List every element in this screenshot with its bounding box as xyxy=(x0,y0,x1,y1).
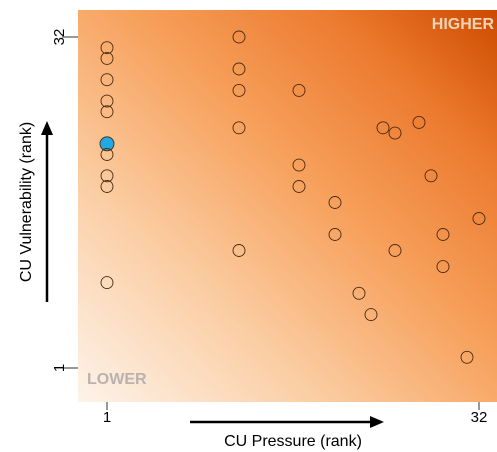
data-points xyxy=(99,30,486,364)
data-point-17 xyxy=(292,180,306,193)
data-point-7 xyxy=(100,169,114,183)
x-tick-label-left: 1 xyxy=(103,409,111,426)
y-tick-label-top: 32 xyxy=(51,29,68,46)
x-tick-label-right: 32 xyxy=(471,409,488,426)
data-point-26 xyxy=(424,169,438,183)
data-point-25 xyxy=(412,115,426,129)
y-axis-arrow xyxy=(41,121,53,302)
data-point-0 xyxy=(100,41,114,55)
data-point-9 xyxy=(100,276,114,290)
data-point-8 xyxy=(100,180,114,193)
data-point-11 xyxy=(232,62,246,76)
y-tick-label-bottom: 1 xyxy=(51,364,68,372)
data-point-19 xyxy=(328,228,342,241)
data-point-12 xyxy=(232,83,246,97)
data-point-13 xyxy=(232,121,246,135)
data-point-21 xyxy=(364,308,378,322)
data-point-1 xyxy=(100,51,114,65)
data-point-6 xyxy=(100,148,114,161)
data-point-20 xyxy=(352,286,366,300)
data-point-29 xyxy=(460,350,474,364)
y-axis-title: CU Vulnerability (rank) xyxy=(18,122,35,282)
data-point-2 xyxy=(100,73,114,87)
data-point-23 xyxy=(388,126,402,140)
data-point-28 xyxy=(436,260,450,274)
higher-label: HIGHER xyxy=(432,16,495,33)
data-point-18 xyxy=(328,196,342,209)
highlighted-data-point xyxy=(99,136,115,152)
data-point-10 xyxy=(232,30,246,44)
x-axis-title: CU Pressure (rank) xyxy=(224,433,362,450)
data-point-24 xyxy=(388,244,402,257)
lower-label: LOWER xyxy=(87,371,147,388)
data-point-22 xyxy=(376,121,390,135)
data-point-16 xyxy=(292,158,306,172)
data-point-27 xyxy=(436,228,450,241)
data-point-3 xyxy=(100,94,114,108)
plot-background xyxy=(78,10,497,402)
x-axis-arrow xyxy=(190,416,384,428)
data-point-14 xyxy=(232,244,246,257)
data-point-15 xyxy=(292,83,306,97)
data-point-4 xyxy=(100,105,114,119)
data-point-30 xyxy=(472,212,486,225)
